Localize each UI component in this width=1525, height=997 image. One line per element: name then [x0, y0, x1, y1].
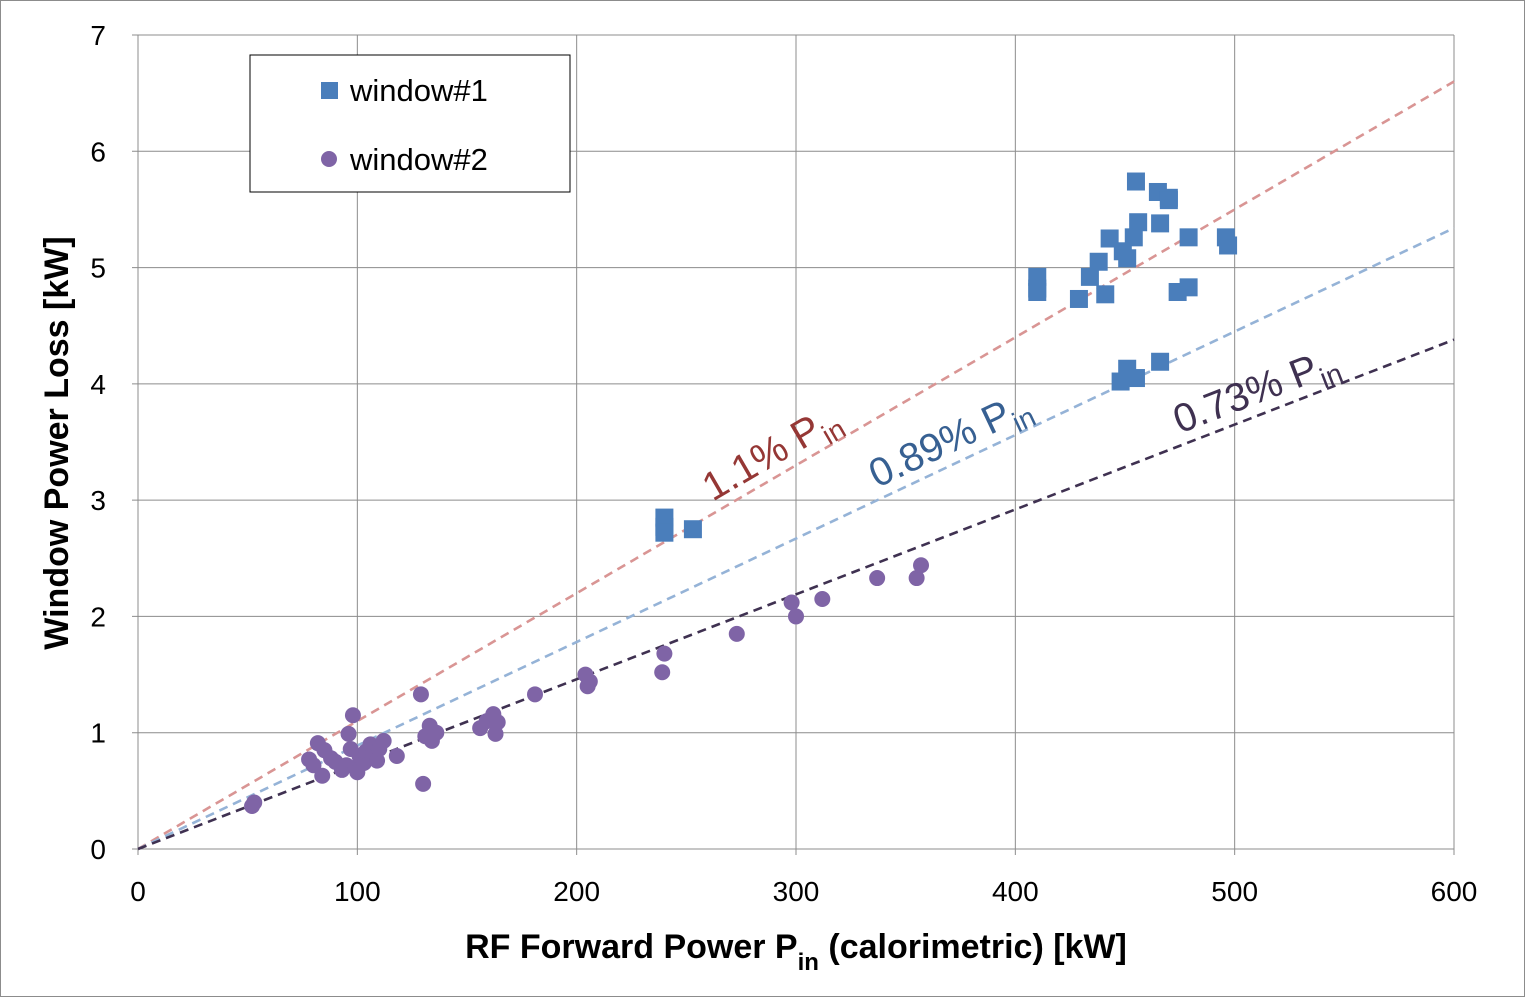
data-point-window-2: [788, 608, 804, 625]
data-point-window-1: [683, 520, 702, 539]
data-point-window-1: [1129, 213, 1148, 232]
x-tick-label: 600: [1431, 876, 1478, 907]
data-point-window-2: [415, 775, 432, 792]
x-tick-label: 300: [773, 876, 820, 907]
data-point-window-2: [526, 686, 543, 703]
data-point-window-2: [375, 732, 392, 749]
legend-label-window-1: window#1: [349, 73, 488, 108]
data-point-window-2: [489, 714, 506, 731]
reference-line-label: 1.1% Pin: [695, 396, 851, 516]
y-tick-label: 2: [90, 601, 106, 632]
data-point-window-2: [388, 747, 405, 764]
data-point-window-1: [655, 523, 674, 542]
data-point-window-1: [1089, 252, 1108, 271]
y-tick-label: 4: [90, 369, 106, 400]
data-point-window-1: [1151, 214, 1170, 233]
x-tick-label: 500: [1211, 876, 1258, 907]
data-point-window-2: [344, 707, 361, 724]
y-tick-label: 1: [90, 718, 106, 749]
data-point-window-2: [814, 590, 831, 607]
x-tick-label: 200: [553, 876, 600, 907]
data-point-window-1: [1118, 249, 1137, 268]
y-tick-label: 6: [90, 136, 106, 167]
data-point-window-1: [1096, 285, 1115, 304]
data-point-window-2: [412, 686, 429, 703]
data-point-window-2: [305, 757, 322, 774]
data-point-window-2: [728, 625, 745, 642]
x-tick-label: 100: [334, 876, 381, 907]
x-tick-label: 0: [130, 876, 146, 907]
data-point-window-1: [1126, 172, 1145, 191]
data-point-window-1: [1219, 236, 1238, 255]
data-point-window-2: [869, 570, 886, 587]
data-point-window-1: [1126, 369, 1145, 388]
data-point-window-2: [783, 594, 800, 611]
data-point-window-2: [913, 557, 930, 574]
data-point-window-1: [1124, 228, 1143, 247]
y-axis-title: Window Power Loss [kW]: [38, 236, 76, 649]
reference-line-labels: 1.1% Pin 0.89% Pin 0.73% Pin: [695, 339, 1347, 516]
y-tick-label: 3: [90, 485, 106, 516]
data-point-window-1: [1069, 289, 1088, 308]
data-point-window-2: [654, 664, 671, 681]
legend: window#1 window#2: [249, 54, 571, 193]
y-tick-label: 5: [90, 253, 106, 284]
reference-line-label: 0.89% Pin: [862, 383, 1040, 503]
reference-line-label: 0.73% Pin: [1167, 339, 1347, 449]
y-tick-label: 7: [90, 20, 106, 51]
data-point-window-1: [1080, 267, 1099, 286]
data-point-window-1: [1179, 228, 1198, 247]
x-axis-title: RF Forward Power Pin (calorimetric) [kW]: [465, 928, 1127, 976]
data-point-window-2: [908, 570, 925, 587]
legend-label-window-2: window#2: [349, 142, 488, 177]
data-points: [244, 172, 1238, 814]
data-point-window-1: [1028, 282, 1047, 301]
data-point-window-1: [1159, 191, 1178, 210]
y-tick-label: 0: [90, 834, 106, 865]
data-point-window-2: [428, 724, 445, 741]
reference-line: [137, 338, 1455, 851]
data-point-window-2: [581, 673, 598, 690]
data-point-window-2: [656, 645, 673, 662]
legend-marker-window-2: [321, 151, 337, 167]
data-point-window-2: [314, 767, 331, 784]
x-tick-label: 400: [992, 876, 1039, 907]
data-point-window-2: [340, 725, 357, 742]
tick-labels: 0 100 200 300 400 500 600 0 1 2 3 4 5 6 7: [90, 20, 1477, 907]
data-point-window-1: [1151, 352, 1170, 371]
data-point-window-2: [246, 794, 263, 811]
legend-marker-window-1: [321, 82, 338, 99]
legend-box: [249, 54, 571, 193]
data-point-window-1: [1179, 278, 1198, 297]
